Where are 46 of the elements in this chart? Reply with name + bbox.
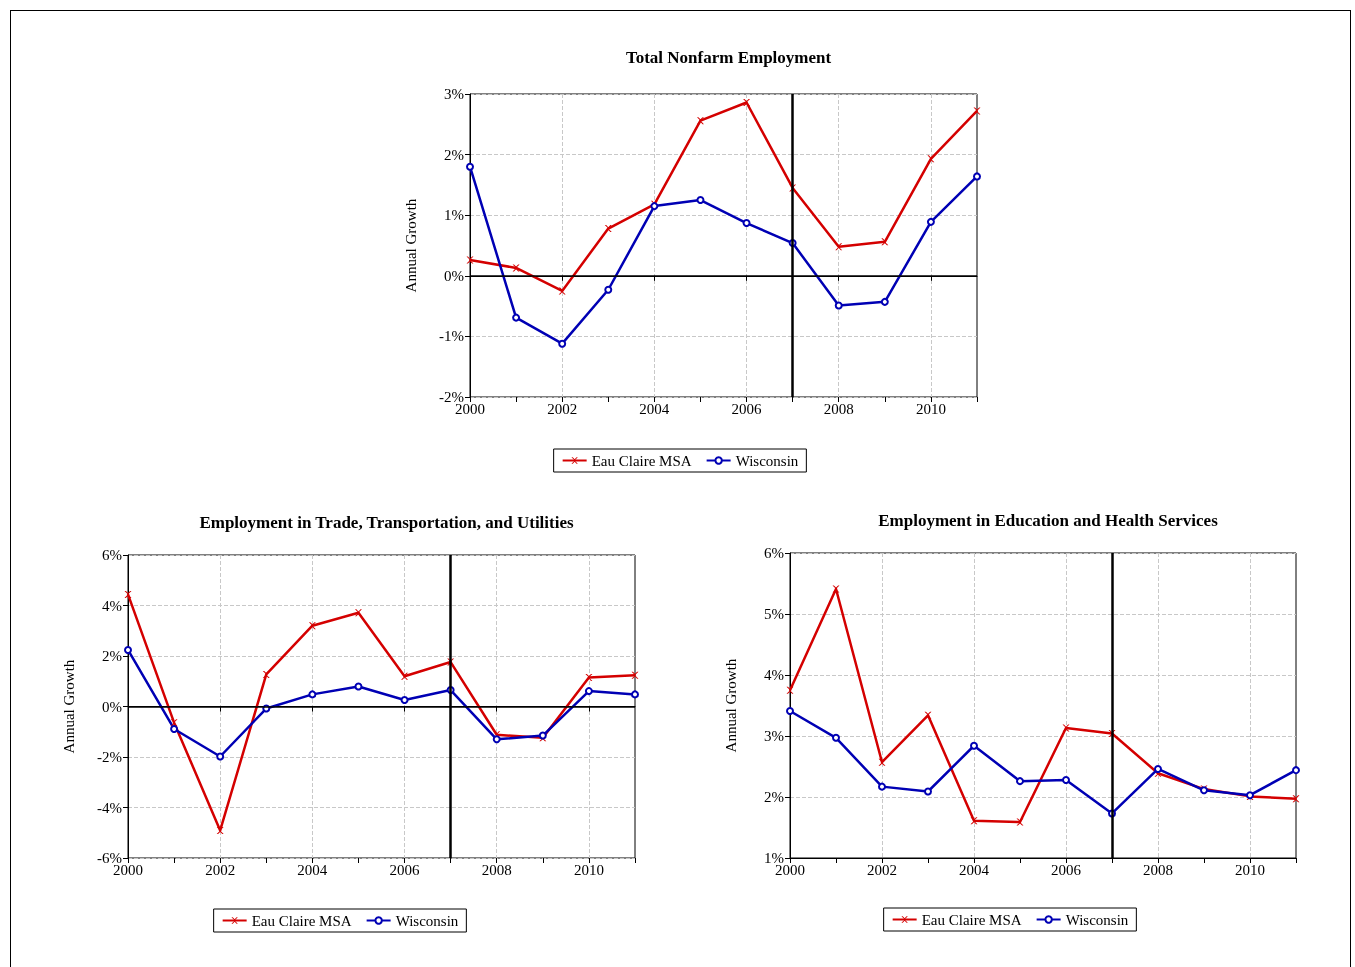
x-tick-label: 2002 xyxy=(205,861,236,878)
y-tick-label: 3% xyxy=(444,86,464,102)
x-tick-label: 2006 xyxy=(1051,861,1082,878)
y-tick-label: 2% xyxy=(764,789,784,805)
y-tick-label: 4% xyxy=(764,667,784,683)
legend-label: Wisconsin xyxy=(1065,911,1129,928)
y-axis-title: Annual Growth xyxy=(722,658,739,753)
x-tick-label: 2004 xyxy=(959,861,990,878)
y-axis-title: Annual Growth xyxy=(402,198,419,293)
x-tick-label: 2008 xyxy=(481,861,512,878)
y-tick-label: 6% xyxy=(764,545,784,561)
x-tick-label: 2006 xyxy=(389,861,421,878)
y-tick-label: 4% xyxy=(102,597,122,614)
x-tick-label: 2002 xyxy=(547,400,578,417)
legend-label: Eau Claire MSA xyxy=(591,452,692,469)
x-tick-label: 2006 xyxy=(731,400,763,417)
legend-label: Eau Claire MSA xyxy=(921,911,1022,928)
x-tick-label: 2004 xyxy=(639,400,670,417)
x-tick-label: 2008 xyxy=(1143,861,1173,878)
y-tick-label: 6% xyxy=(102,547,122,563)
x-tick-label: 2004 xyxy=(297,861,328,878)
legend-label: Wisconsin xyxy=(395,912,459,929)
y-tick-label: 0% xyxy=(444,267,464,284)
chart-title: Employment in Education and Health Services xyxy=(878,511,1219,530)
y-tick-label: -6% xyxy=(97,850,122,866)
x-tick-label: 2002 xyxy=(867,861,897,878)
legend-label: Wisconsin xyxy=(735,452,799,469)
y-tick-label: 1% xyxy=(764,850,784,866)
y-tick-label: -2% xyxy=(439,389,464,405)
x-tick-label: 2010 xyxy=(1235,861,1265,878)
y-tick-label: 1% xyxy=(444,207,464,224)
y-tick-label: -2% xyxy=(97,749,122,765)
x-tick-label: 2010 xyxy=(915,400,946,417)
y-tick-label: 2% xyxy=(102,648,122,664)
legend-label: Eau Claire MSA xyxy=(251,912,352,929)
y-tick-label: 0% xyxy=(102,698,122,715)
y-tick-label: 3% xyxy=(764,728,784,744)
chart-title: Total Nonfarm Employment xyxy=(625,48,832,67)
chart-title: Employment in Trade, Transportation, and Utilities xyxy=(199,513,574,532)
y-tick-label: 5% xyxy=(764,606,784,622)
y-tick-label: 2% xyxy=(444,146,464,163)
y-axis-title: Annual Growth xyxy=(60,659,77,754)
y-tick-label: -4% xyxy=(97,799,122,816)
x-tick-label: 2010 xyxy=(573,861,604,878)
y-tick-label: -1% xyxy=(439,328,464,345)
x-tick-label: 2008 xyxy=(823,400,854,417)
